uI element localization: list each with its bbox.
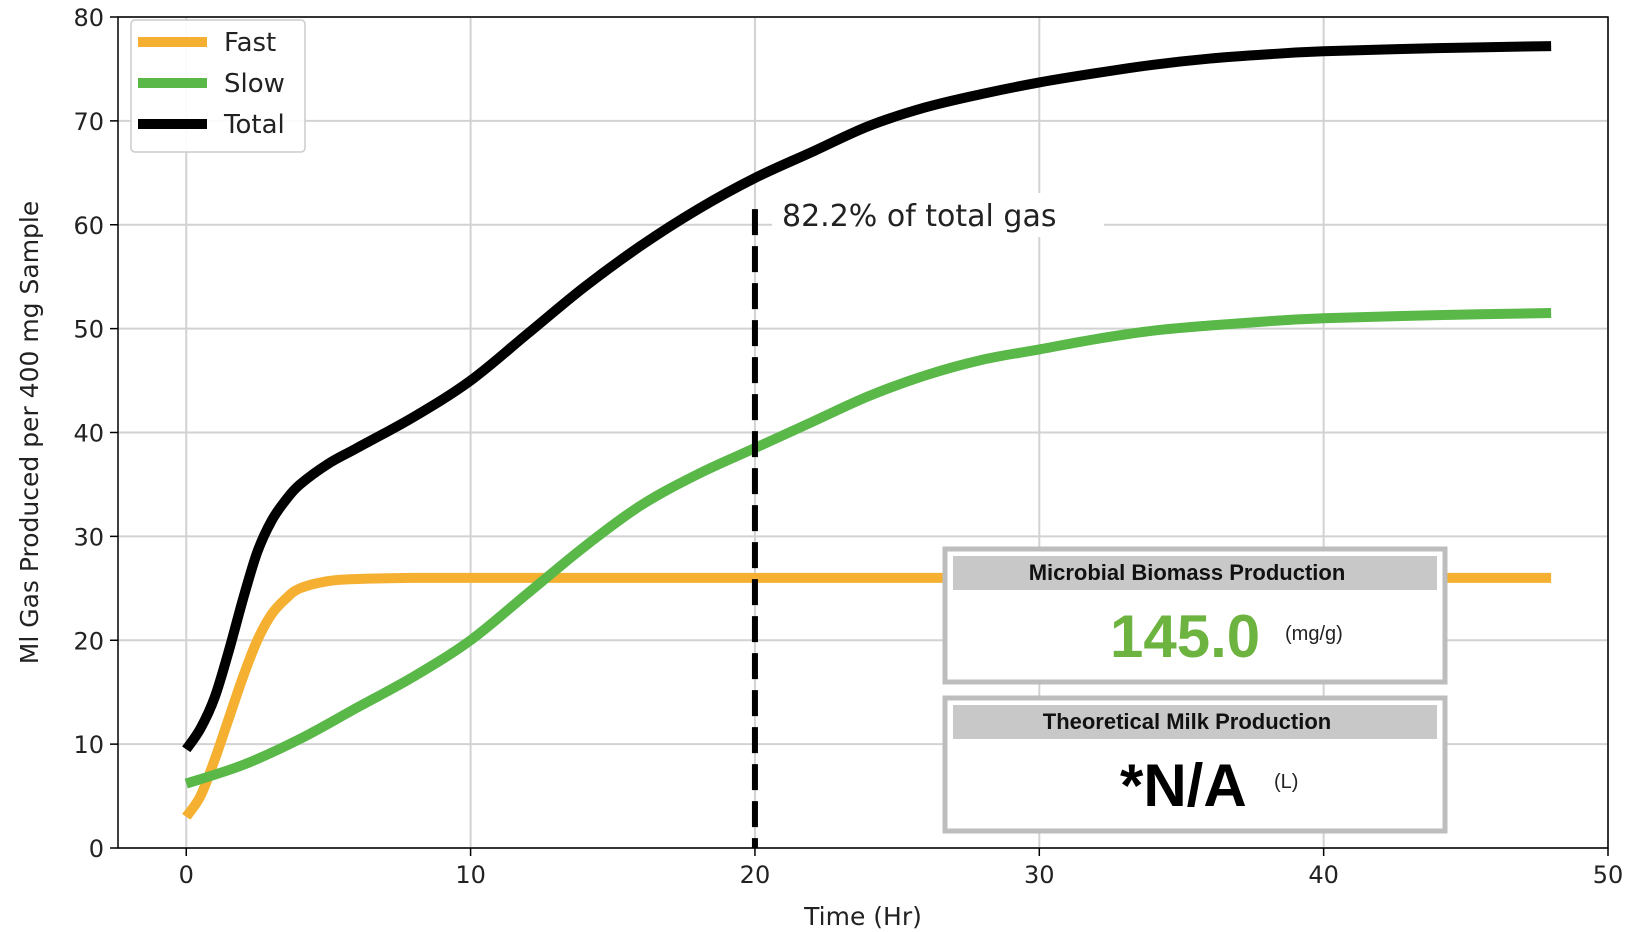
legend-label-fast: Fast [224, 28, 276, 58]
info-box-biomass: Microbial Biomass Production 145.0 (mg/g… [942, 546, 1448, 685]
annotation-text: 82.2% of total gas [782, 199, 1056, 234]
series-line-slow [184, 308, 1552, 789]
x-tick-label: 30 [1024, 861, 1055, 889]
y-tick-label: 0 [89, 835, 104, 863]
legend-label-total: Total [223, 110, 285, 140]
y-tick-label: 40 [73, 420, 104, 448]
x-tick-label: 50 [1593, 861, 1624, 889]
annotation-text-background [772, 193, 1104, 237]
x-tick-label: 40 [1308, 861, 1339, 889]
biomass-value: 145.0 [1110, 603, 1260, 670]
series-line-total [182, 41, 1552, 753]
y-tick-label: 50 [73, 316, 104, 344]
y-tick-label: 30 [73, 523, 104, 551]
info-box-title: Microbial Biomass Production [1029, 560, 1346, 585]
info-box-title: Theoretical Milk Production [1043, 709, 1331, 734]
legend-label-slow: Slow [224, 69, 285, 99]
x-axis-label: Time (Hr) [803, 902, 922, 931]
info-box-header [953, 556, 1437, 590]
legend: Fast Slow Total [130, 19, 306, 153]
y-axis-label: Ml Gas Produced per 400 mg Sample [15, 201, 44, 665]
biomass-unit: (mg/g) [1285, 623, 1343, 645]
x-tick-label: 0 [179, 861, 194, 889]
milk-unit: (L) [1274, 771, 1298, 793]
x-tick-label: 20 [740, 861, 771, 889]
y-tick-label: 70 [73, 108, 104, 136]
y-tick-label: 10 [73, 731, 104, 759]
info-box-milk: Theoretical Milk Production *N/A (L) [942, 695, 1448, 834]
x-tick-label: 10 [455, 861, 486, 889]
milk-value: *N/A [1120, 752, 1247, 819]
y-tick-label: 60 [73, 212, 104, 240]
info-box-header [953, 705, 1437, 739]
y-tick-label: 20 [73, 627, 104, 655]
axis-ticks: 0 10 20 30 40 50 0 10 20 30 40 50 60 70 80 [73, 4, 1623, 889]
y-tick-label: 80 [73, 4, 104, 32]
